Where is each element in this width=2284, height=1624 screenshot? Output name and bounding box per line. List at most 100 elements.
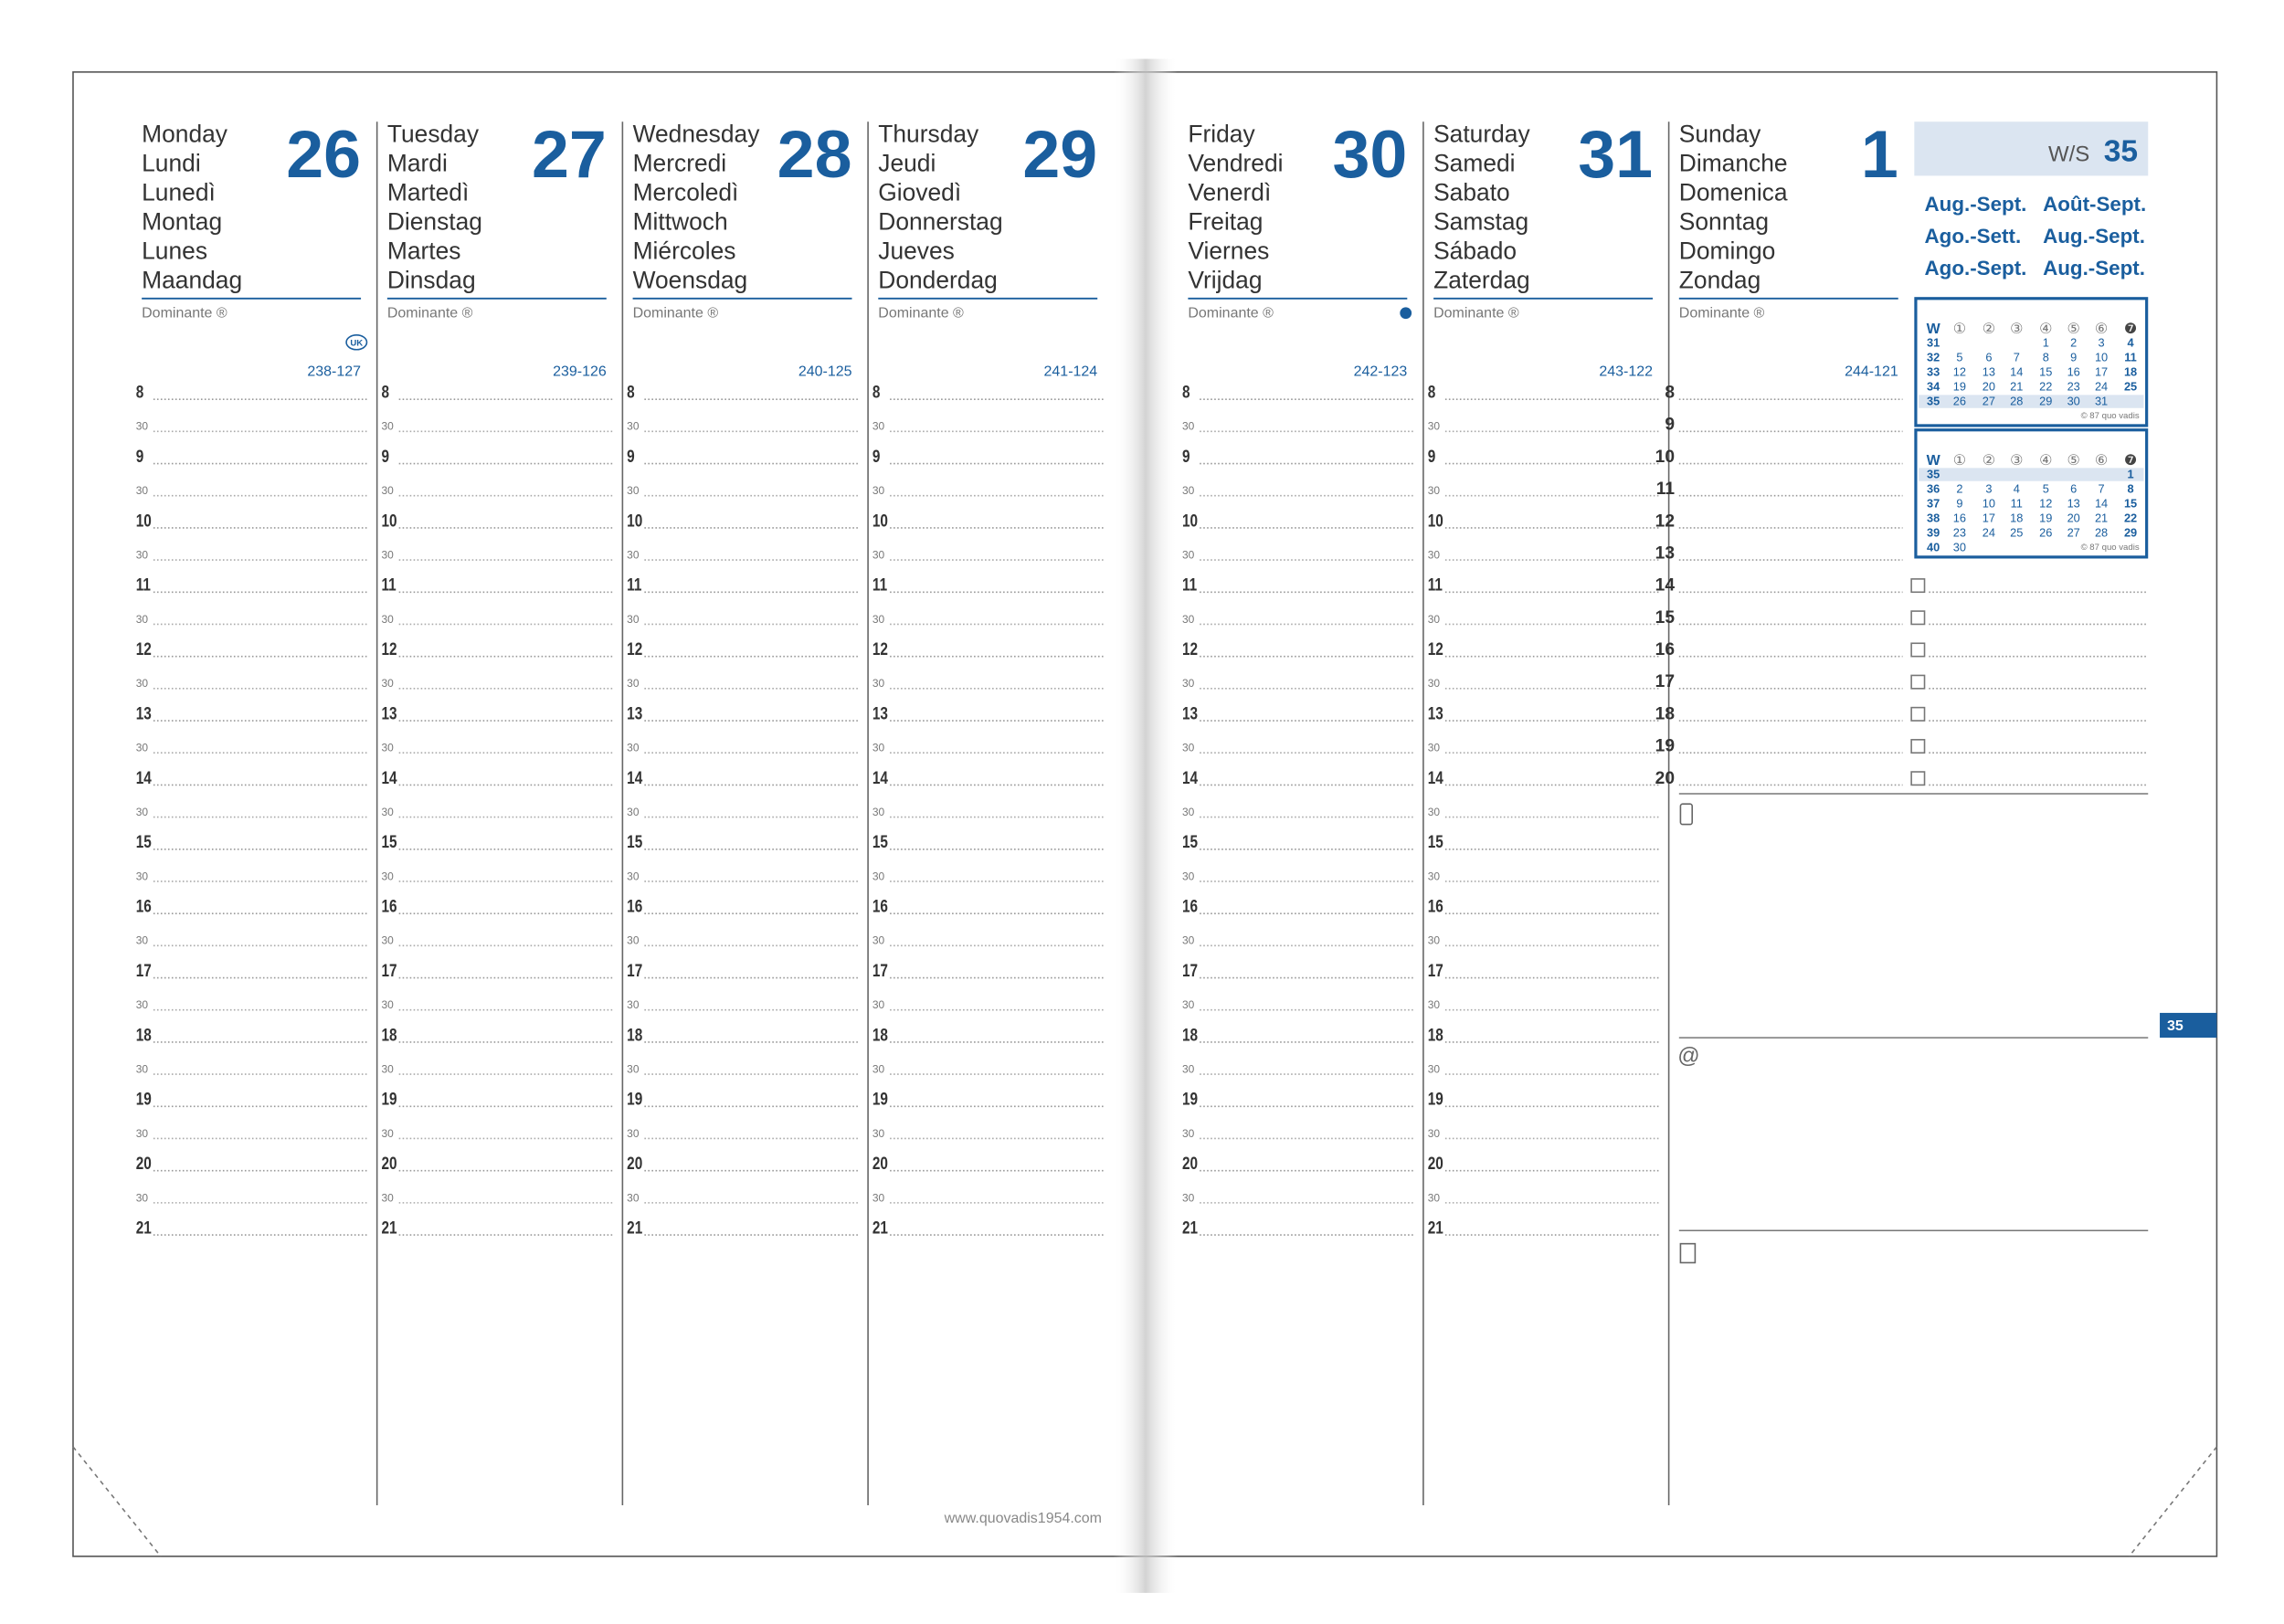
day-name: Thursday [878, 121, 979, 148]
corner-pocket [72, 1446, 162, 1557]
hour-label: 20 [1428, 1153, 1443, 1173]
half-hour-label: 30 [1182, 998, 1195, 1011]
mini-calendar-day: 27 [1983, 395, 1995, 408]
day-name: Monday [142, 121, 228, 148]
day-count: 243-122 [1599, 364, 1653, 380]
hour-label: 10 [136, 511, 152, 531]
hour-label: 20 [627, 1153, 642, 1173]
hour-label: 19 [1182, 1089, 1198, 1109]
day-name: Dienstag [387, 208, 482, 236]
mini-calendar-header: ❼ [2124, 322, 2137, 337]
day-name: Wednesday [633, 121, 761, 148]
mini-calendar-day: 28 [2095, 525, 2108, 539]
day-name: Tuesday [387, 121, 480, 148]
mini-calendar-day: 23 [2067, 380, 2080, 394]
half-hour-label: 30 [381, 742, 394, 754]
day-count: 241-124 [1044, 364, 1098, 380]
dominante: Dominante ® [387, 306, 473, 322]
week-tab [2160, 1012, 2217, 1039]
half-hour-label: 30 [381, 613, 394, 626]
mini-calendar-day: 2 [1956, 482, 1962, 496]
badge-ring [345, 333, 368, 351]
dominante: Dominante ® [1679, 306, 1765, 322]
mini-calendar-header: ⑥ [2095, 453, 2108, 469]
mini-calendar-week: 38 [1927, 511, 1940, 525]
half-hour-label: 30 [136, 1191, 149, 1204]
hour-label: 13 [872, 703, 888, 723]
hour-label: 17 [627, 960, 642, 980]
half-hour-label: 30 [136, 934, 149, 947]
mini-calendar-day: 10 [1983, 497, 1995, 511]
mini-calendar-day: 5 [1956, 351, 1962, 364]
half-hour-label: 30 [1182, 870, 1195, 882]
mini-calendar-day: 16 [1953, 511, 1966, 525]
day-name: Zondag [1679, 267, 1761, 294]
mini-calendar-day: 11 [2011, 497, 2023, 511]
month-range: Aug.-Sept. [2043, 257, 2145, 279]
half-hour-label: 30 [381, 1127, 394, 1140]
half-hour-label: 30 [872, 742, 885, 754]
hour-label: 17 [1428, 960, 1443, 980]
current-week-band [1919, 395, 2144, 408]
day-name: Mardi [387, 150, 448, 177]
mini-calendar-day: 19 [1953, 380, 1966, 394]
half-hour-label: 30 [627, 1063, 640, 1076]
half-hour-label: 30 [136, 1127, 149, 1140]
sunday-hour-label: 17 [1655, 672, 1675, 691]
week-label: W/S [2048, 142, 2089, 166]
half-hour-label: 30 [872, 1063, 885, 1076]
half-hour-label: 30 [872, 934, 885, 947]
hour-label: 11 [872, 575, 888, 595]
half-hour-label: 30 [1182, 677, 1195, 690]
hour-label: 17 [136, 960, 152, 980]
mini-calendar-box [1914, 428, 2149, 559]
mini-calendar-day: 3 [1985, 482, 1992, 496]
half-hour-label: 30 [872, 613, 885, 626]
half-hour-label: 30 [627, 484, 640, 497]
half-hour-label: 30 [136, 998, 149, 1011]
hour-label: 18 [627, 1025, 642, 1045]
mini-calendar-day: 4 [2014, 482, 2020, 496]
sunday-hour-label: 14 [1655, 576, 1676, 596]
checkbox [1910, 739, 1926, 754]
mini-calendar-day: 4 [2127, 336, 2134, 350]
hour-label: 13 [381, 703, 397, 723]
hour-label: 8 [1428, 382, 1436, 402]
day-name: Venerdì [1188, 179, 1271, 206]
day-name: Sábado [1433, 237, 1517, 265]
day-date: 1 [1861, 116, 1898, 192]
hour-label: 8 [627, 382, 635, 402]
half-hour-label: 30 [381, 806, 394, 818]
hour-label: 9 [1428, 446, 1436, 466]
day-name: Jeudi [878, 150, 936, 177]
day-name: Domenica [1679, 179, 1788, 206]
mini-calendar-day: 28 [2010, 395, 2023, 408]
half-hour-label: 30 [1428, 548, 1441, 561]
day-name: Martedì [387, 179, 469, 206]
mini-calendar-day: 22 [2124, 511, 2137, 525]
half-hour-label: 30 [381, 934, 394, 947]
sunday-hour-label: 13 [1655, 543, 1675, 563]
mini-calendar-day: 26 [1953, 395, 1966, 408]
mini-calendar-day: 7 [2014, 351, 2020, 364]
hour-label: 11 [1182, 575, 1198, 595]
hour-label: 13 [1428, 703, 1443, 723]
mini-calendar-week: 40 [1927, 540, 1940, 554]
day-name: Zaterdag [1433, 267, 1530, 294]
half-hour-label: 30 [1428, 484, 1441, 497]
hour-label: 18 [1182, 1025, 1198, 1045]
mini-calendar-week: 34 [1927, 380, 1940, 394]
mini-calendar-day: 29 [2039, 395, 2052, 408]
month-range: Aug.-Sept. [1925, 193, 2027, 216]
hour-label: 16 [627, 896, 642, 916]
hour-label: 8 [136, 382, 144, 402]
half-hour-label: 30 [1182, 1127, 1195, 1140]
day-name: Sonntag [1679, 208, 1769, 236]
mini-calendar-day: 16 [2067, 365, 2080, 379]
hour-label: 20 [136, 1153, 152, 1173]
half-hour-label: 30 [381, 1063, 394, 1076]
dominante: Dominante ® [633, 306, 719, 322]
mini-calendar-day: 27 [2067, 525, 2080, 539]
sunday-hour-label: 11 [1656, 480, 1676, 499]
